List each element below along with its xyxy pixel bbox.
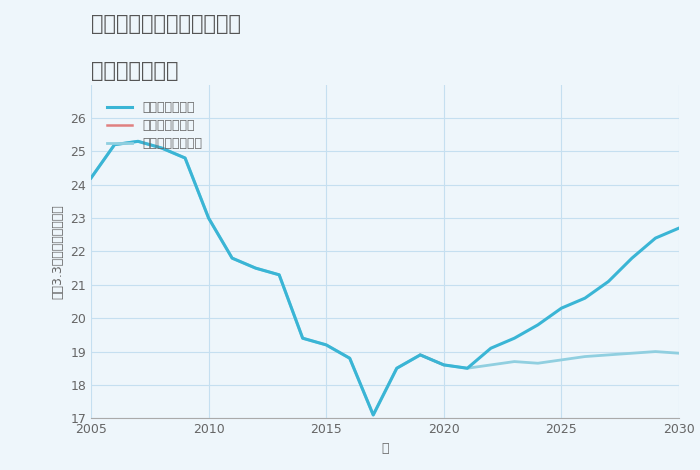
ノーマルシナリオ [533,360,542,366]
グッドシナリオ [158,145,166,151]
グッドシナリオ [628,255,636,261]
グッドシナリオ [393,366,401,371]
ノーマルシナリオ [134,139,142,144]
ノーマルシナリオ [228,255,237,261]
グッドシナリオ [440,362,448,368]
ノーマルシナリオ [651,349,659,354]
Text: 兵庫県豊岡市日高町羽尻の: 兵庫県豊岡市日高町羽尻の [91,14,241,34]
ノーマルシナリオ [675,351,683,356]
ノーマルシナリオ [322,342,330,348]
グッドシナリオ [604,279,612,284]
ノーマルシナリオ [158,145,166,151]
ノーマルシナリオ [87,175,95,181]
Text: 土地の価格推移: 土地の価格推移 [91,61,178,81]
グッドシナリオ [251,266,260,271]
ノーマルシナリオ [440,362,448,368]
Line: グッドシナリオ: グッドシナリオ [91,141,679,415]
ノーマルシナリオ [604,352,612,358]
バッドシナリオ [440,362,448,368]
グッドシナリオ [228,255,237,261]
ノーマルシナリオ [416,352,424,358]
グッドシナリオ [275,272,284,278]
ノーマルシナリオ [463,366,472,371]
グッドシナリオ [510,336,519,341]
グッドシナリオ [651,235,659,241]
グッドシナリオ [87,175,95,181]
Line: バッドシナリオ: バッドシナリオ [420,355,444,365]
ノーマルシナリオ [628,351,636,356]
Legend: グッドシナリオ, バッドシナリオ, ノーマルシナリオ: グッドシナリオ, バッドシナリオ, ノーマルシナリオ [103,97,206,154]
グッドシナリオ [557,306,566,311]
ノーマルシナリオ [275,272,284,278]
グッドシナリオ [581,295,589,301]
ノーマルシナリオ [393,366,401,371]
グッドシナリオ [181,155,189,161]
ノーマルシナリオ [181,155,189,161]
グッドシナリオ [346,355,354,361]
グッドシナリオ [111,142,119,148]
ノーマルシナリオ [581,354,589,360]
ノーマルシナリオ [510,359,519,364]
ノーマルシナリオ [486,362,495,368]
グッドシナリオ [204,215,213,221]
グッドシナリオ [486,345,495,351]
グッドシナリオ [322,342,330,348]
ノーマルシナリオ [111,142,119,148]
グッドシナリオ [298,336,307,341]
グッドシナリオ [533,322,542,328]
ノーマルシナリオ [346,355,354,361]
ノーマルシナリオ [251,266,260,271]
ノーマルシナリオ [557,357,566,363]
グッドシナリオ [134,139,142,144]
バッドシナリオ [416,352,424,358]
ノーマルシナリオ [204,215,213,221]
Line: ノーマルシナリオ: ノーマルシナリオ [91,141,679,415]
ノーマルシナリオ [369,412,377,418]
X-axis label: 年: 年 [382,442,388,454]
Y-axis label: 坪（3.3㎡）単価（万円）: 坪（3.3㎡）単価（万円） [52,204,64,299]
ノーマルシナリオ [298,336,307,341]
グッドシナリオ [416,352,424,358]
グッドシナリオ [369,412,377,418]
グッドシナリオ [675,225,683,231]
グッドシナリオ [463,366,472,371]
